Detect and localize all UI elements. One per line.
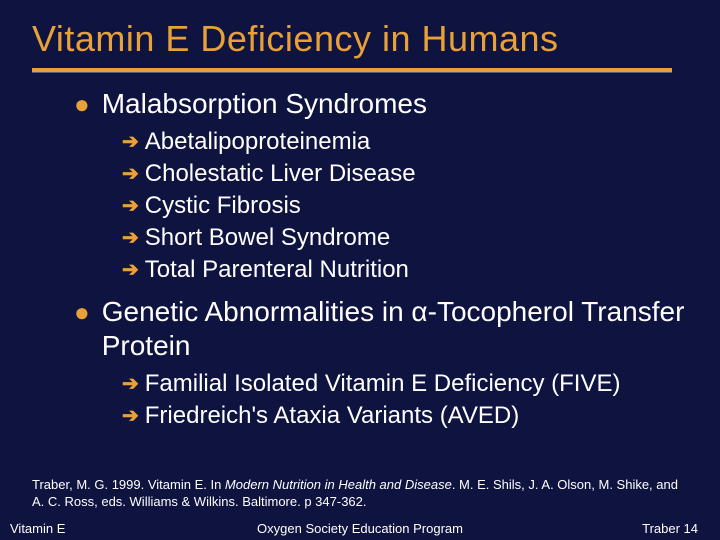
sub-item: ➔ Friedreich's Ataxia Variants (AVED): [122, 401, 688, 431]
title-underline: [32, 68, 672, 73]
sub-text: Short Bowel Syndrome: [145, 223, 390, 253]
sub-item: ➔ Cystic Fibrosis: [122, 191, 688, 221]
sub-text: Abetalipoproteinemia: [145, 127, 370, 157]
sublist: ➔ Familial Isolated Vitamin E Deficiency…: [74, 369, 688, 431]
sub-item: ➔ Abetalipoproteinemia: [122, 127, 688, 157]
arrow-icon: ➔: [122, 255, 139, 285]
sub-text: Cholestatic Liver Disease: [145, 159, 416, 189]
bullet-item: ● Malabsorption Syndromes: [74, 87, 688, 121]
arrow-icon: ➔: [122, 223, 139, 253]
bullet-text: Genetic Abnormalities in α-Tocopherol Tr…: [102, 295, 688, 363]
arrow-icon: ➔: [122, 127, 139, 157]
arrow-icon: ➔: [122, 159, 139, 189]
slide-title: Vitamin E Deficiency in Humans: [32, 18, 688, 60]
sub-text: Familial Isolated Vitamin E Deficiency (…: [145, 369, 621, 399]
sub-item: ➔ Short Bowel Syndrome: [122, 223, 688, 253]
arrow-icon: ➔: [122, 369, 139, 399]
bullet-text: Malabsorption Syndromes: [102, 87, 427, 121]
sub-text: Friedreich's Ataxia Variants (AVED): [145, 401, 519, 431]
citation-pre: Traber, M. G. 1999. Vitamin E. In: [32, 477, 225, 492]
arrow-icon: ➔: [122, 191, 139, 221]
footer-center: Oxygen Society Education Program: [0, 521, 720, 536]
sub-item: ➔ Cholestatic Liver Disease: [122, 159, 688, 189]
content-area: ● Malabsorption Syndromes ➔ Abetalipopro…: [32, 87, 688, 431]
sub-text: Total Parenteral Nutrition: [145, 255, 409, 285]
arrow-icon: ➔: [122, 401, 139, 431]
bullet-icon: ●: [74, 87, 90, 121]
bullet-icon: ●: [74, 295, 90, 329]
citation-italic: Modern Nutrition in Health and Disease: [225, 477, 452, 492]
sublist: ➔ Abetalipoproteinemia ➔ Cholestatic Liv…: [74, 127, 688, 285]
citation: Traber, M. G. 1999. Vitamin E. In Modern…: [32, 476, 688, 510]
footer: Vitamin E Oxygen Society Education Progr…: [0, 521, 720, 536]
sub-item: ➔ Total Parenteral Nutrition: [122, 255, 688, 285]
slide: Vitamin E Deficiency in Humans ● Malabso…: [0, 0, 720, 540]
sub-text: Cystic Fibrosis: [145, 191, 301, 221]
sub-item: ➔ Familial Isolated Vitamin E Deficiency…: [122, 369, 688, 399]
bullet-item: ● Genetic Abnormalities in α-Tocopherol …: [74, 295, 688, 363]
